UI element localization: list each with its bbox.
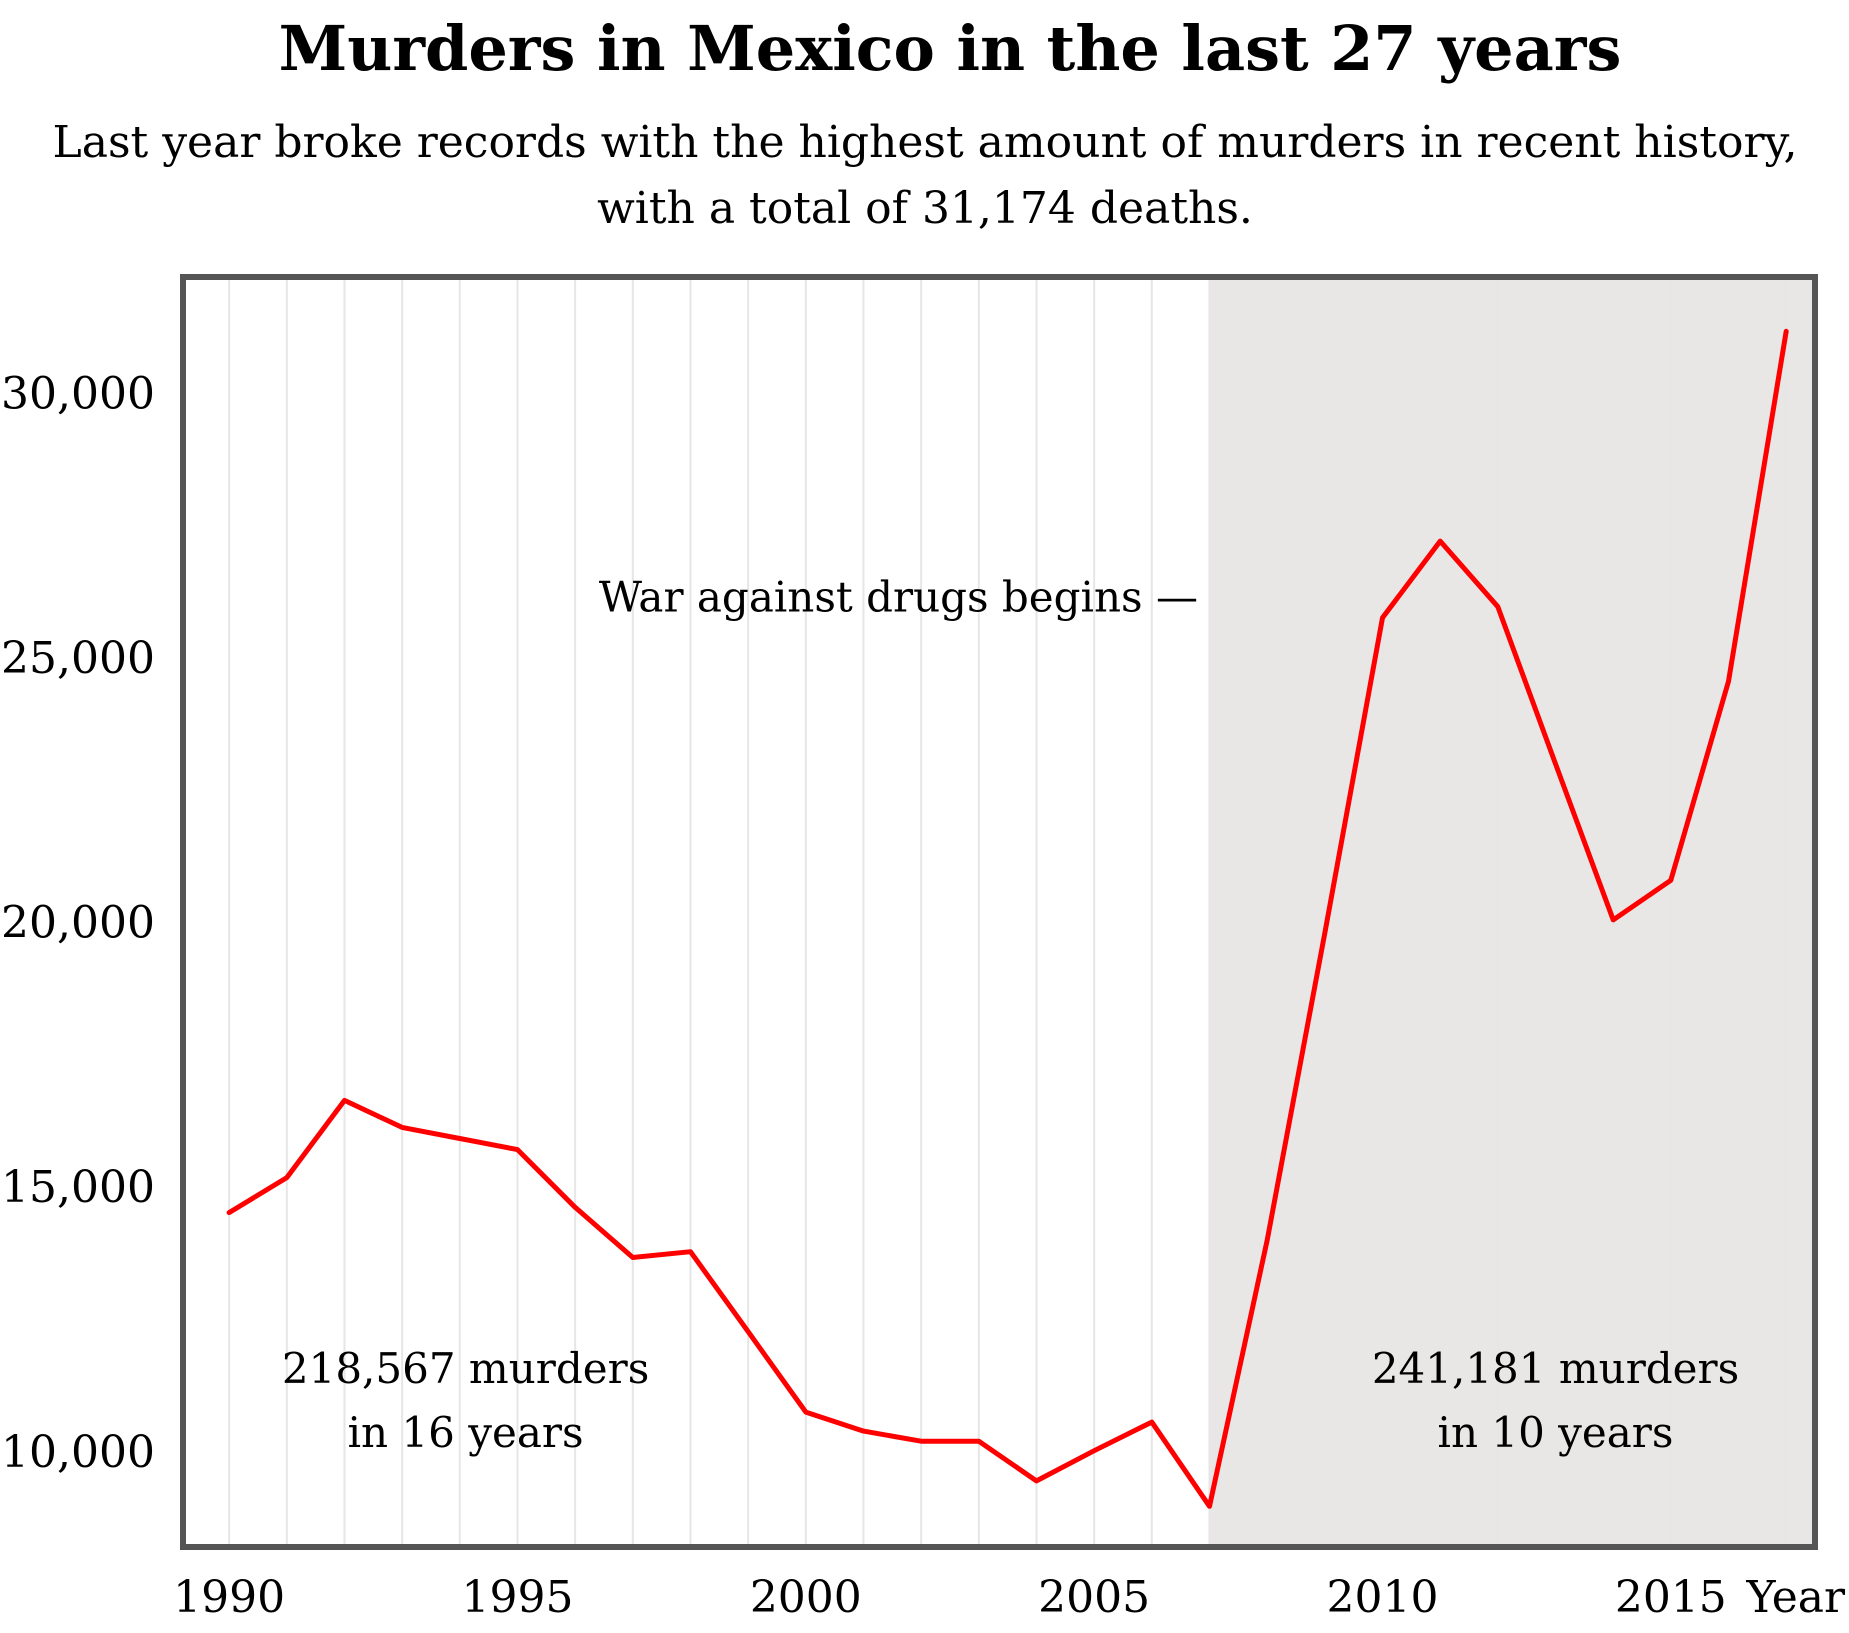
- y-tick-label: 10,000: [1, 1427, 155, 1478]
- x-axis-label: Year: [1745, 1572, 1845, 1623]
- annotation-text: in 10 years: [1438, 1408, 1674, 1457]
- y-tick-label: 30,000: [1, 368, 155, 419]
- chart-title: Murders in Mexico in the last 27 years: [279, 12, 1622, 85]
- series-line: [226, 328, 1789, 1509]
- chart-subtitle-line-2: with a total of 31,174 deaths.: [597, 183, 1253, 234]
- x-tick-label: 2015: [1615, 1572, 1727, 1623]
- chart-subtitle-line-1: Last year broke records with the highest…: [53, 117, 1798, 168]
- x-tick-label: 1990: [173, 1572, 285, 1623]
- y-tick-label: 20,000: [1, 898, 155, 949]
- annotation-text: 241,181 murders: [1372, 1344, 1739, 1393]
- y-tick-label: 15,000: [1, 1162, 155, 1213]
- x-tick-label: 2005: [1038, 1572, 1150, 1623]
- annotation-text: 218,567 murders: [282, 1344, 649, 1393]
- y-tick-label: 25,000: [1, 633, 155, 684]
- plot-frame: [180, 274, 1818, 1550]
- x-tick-label: 2010: [1326, 1572, 1438, 1623]
- x-tick-label: 1995: [461, 1572, 573, 1623]
- annotation-text: in 16 years: [348, 1408, 584, 1457]
- shaded-region: [1209, 277, 1815, 1547]
- x-tick-label: 2000: [750, 1572, 862, 1623]
- plot-area: 10,000 15,000 20,000 25,000 30,000 1990 1995 20…: [1, 274, 1846, 1623]
- annotation-text: War against drugs begins —: [599, 572, 1198, 621]
